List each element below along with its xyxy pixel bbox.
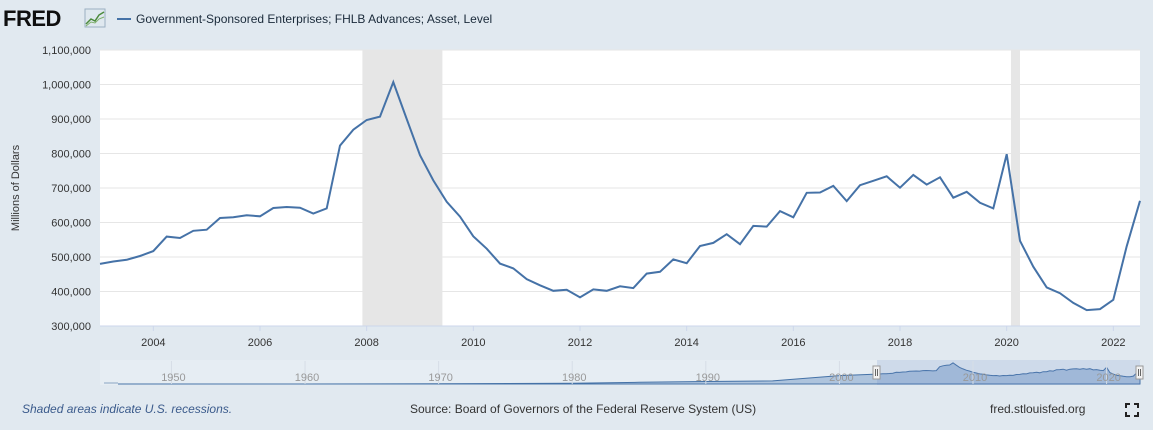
fred-chart-icon [84,8,106,28]
y-tick-label: 400,000 [51,287,91,299]
source-text: Source: Board of Governors of the Federa… [410,402,757,416]
x-tick-label: 2018 [888,337,912,349]
navigator-year-label: 2000 [829,372,853,384]
x-axis-ticks: 2004 2006 2008 2010 2012 2014 2016 2018 2020 2022 [141,326,1126,349]
y-tick-label: 900,000 [51,114,91,126]
navigator-year-label: 1970 [428,372,452,384]
series-line [99,79,1141,312]
legend: Government-Sponsored Enterprises; FHLB A… [117,12,492,26]
y-tick-label: 800,000 [51,149,91,161]
navigator-right-handle[interactable] [1135,365,1144,380]
chart: 300,000 400,000 500,000 600,000 700,000 800,0… [10,45,1144,385]
x-tick-label: 2012 [568,337,592,349]
x-tick-label: 2006 [248,337,272,349]
navigator-year-labels: 1950 1960 1970 1980 1990 2000 2010 2020 [161,361,1121,384]
x-tick-label: 2020 [994,337,1018,349]
navigator-selection[interactable] [877,360,1140,385]
y-axis-ticks: 300,000 400,000 500,000 600,000 700,000 800,0… [42,45,91,333]
grid-lines [100,49,1140,327]
y-tick-label: 600,000 [51,218,91,230]
navigator-year-label: 1950 [161,372,185,384]
fred-logo[interactable]: FRED [3,6,61,31]
range-navigator[interactable]: 1950 1960 1970 1980 1990 2000 2010 2020 [100,360,1144,385]
legend-label: Government-Sponsored Enterprises; FHLB A… [136,12,493,26]
navigator-year-label: 1990 [696,372,720,384]
navigator-year-label: 1980 [562,372,586,384]
y-tick-label: 500,000 [51,252,91,264]
y-tick-label: 1,100,000 [42,45,91,57]
fullscreen-icon[interactable] [1125,403,1139,417]
y-tick-label: 1,000,000 [42,80,91,92]
x-tick-label: 2022 [1101,337,1125,349]
y-axis-label: Millions of Dollars [10,144,22,231]
navigator-year-label: 2020 [1096,372,1120,384]
y-tick-label: 700,000 [51,183,91,195]
x-tick-label: 2004 [141,337,165,349]
site-link[interactable]: fred.stlouisfed.org [990,402,1086,416]
navigator-year-label: 1960 [295,372,319,384]
recession-note: Shaded areas indicate U.S. recessions. [22,402,233,416]
navigator-area [118,362,1141,385]
navigator-left-handle[interactable] [872,365,881,380]
y-tick-label: 300,000 [51,321,91,333]
x-tick-label: 2010 [461,337,485,349]
legend-swatch [117,18,131,20]
x-tick-label: 2008 [354,337,378,349]
x-tick-label: 2014 [674,337,698,349]
navigator-year-label: 2010 [963,372,987,384]
x-tick-label: 2016 [781,337,805,349]
